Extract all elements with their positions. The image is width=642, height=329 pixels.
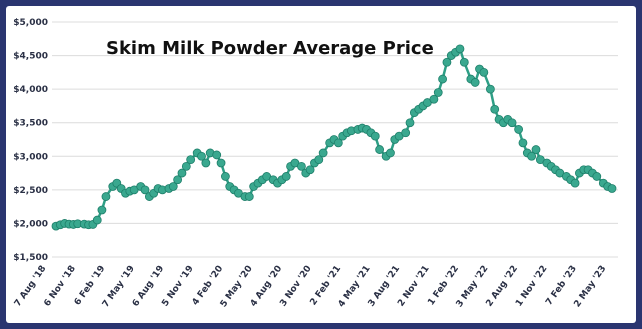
data-point [607, 184, 617, 193]
y-tick-label: $2,000 [13, 219, 48, 229]
data-point [433, 88, 443, 97]
data-point [318, 148, 328, 158]
data-point [281, 172, 291, 181]
data-point [197, 151, 206, 161]
data-point [297, 161, 306, 171]
data-point [518, 138, 528, 148]
data-point [221, 172, 230, 181]
y-tick-label: $3,500 [13, 119, 48, 129]
data-point [507, 118, 517, 128]
data-point [592, 172, 602, 181]
data-point [370, 131, 380, 141]
data-point [442, 57, 452, 67]
data-point [216, 158, 226, 168]
data-point [375, 145, 385, 154]
data-point [479, 67, 489, 77]
data-point [459, 57, 469, 67]
data-point [168, 182, 178, 191]
data-point [485, 84, 495, 94]
data-point [470, 78, 480, 87]
data-point [527, 151, 537, 161]
data-point [201, 158, 211, 168]
y-tick-label: $3,000 [13, 152, 48, 162]
data-point [455, 44, 465, 54]
y-tick-label: $4,500 [13, 52, 48, 62]
chart-panel: $1,500 $2,000 $2,500 $3,000 $3,500 $4,000 $4,5… [6, 6, 636, 323]
data-point [570, 178, 580, 188]
data-point [438, 74, 447, 84]
data-point [97, 205, 107, 215]
data-point [92, 215, 102, 225]
y-tick-label: $4,000 [13, 85, 48, 95]
x-axis-ticks: 7 Aug '186 Nov '186 Feb '197 May '196 Au… [13, 264, 609, 309]
data-point [186, 155, 196, 165]
data-point [181, 161, 191, 171]
data-point [244, 192, 254, 201]
data-point [101, 192, 111, 201]
y-tick-label: $5,000 [13, 18, 48, 28]
price-series [51, 44, 617, 231]
data-point [429, 94, 439, 104]
data-point [405, 118, 415, 128]
data-point [386, 148, 395, 158]
y-tick-label: $1,500 [13, 253, 48, 263]
data-point [305, 165, 315, 175]
data-point [401, 128, 411, 138]
data-point [490, 104, 500, 114]
y-tick-label: $2,500 [13, 186, 48, 196]
data-point [177, 168, 187, 178]
data-point [212, 150, 222, 160]
data-point [531, 145, 541, 154]
chart-title: Skim Milk Powder Average Price [106, 38, 434, 59]
line-chart: $1,500 $2,000 $2,500 $3,000 $3,500 $4,000 $4,5… [13, 18, 618, 309]
data-point [173, 175, 183, 185]
data-point [314, 155, 324, 165]
data-point [333, 138, 343, 148]
y-axis-ticks: $1,500 $2,000 $2,500 $3,000 $3,500 $4,000 $4,5… [13, 18, 48, 263]
data-point [514, 125, 524, 134]
data-point [140, 185, 150, 195]
